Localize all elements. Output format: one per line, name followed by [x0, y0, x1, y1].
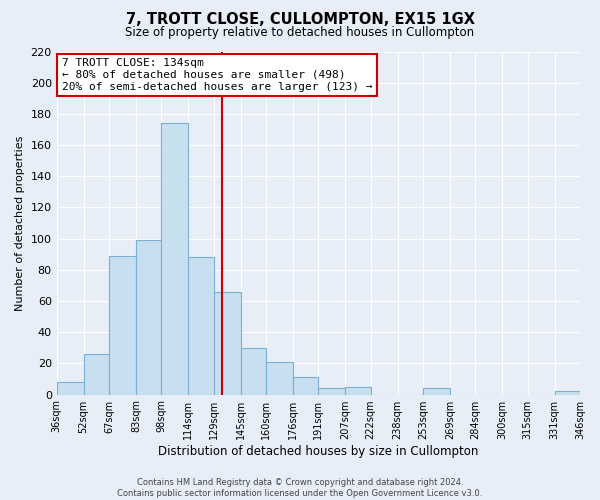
Bar — [188, 258, 214, 394]
Text: 7, TROTT CLOSE, CULLOMPTON, EX15 1GX: 7, TROTT CLOSE, CULLOMPTON, EX15 1GX — [125, 12, 475, 28]
Bar — [109, 256, 136, 394]
Bar — [136, 240, 161, 394]
Bar — [214, 292, 241, 395]
Bar — [241, 348, 266, 395]
Bar — [83, 354, 109, 395]
Bar — [346, 387, 371, 394]
Bar — [56, 382, 83, 394]
Bar — [293, 378, 319, 394]
Bar — [423, 388, 450, 394]
Text: 7 TROTT CLOSE: 134sqm
← 80% of detached houses are smaller (498)
20% of semi-det: 7 TROTT CLOSE: 134sqm ← 80% of detached … — [62, 58, 373, 92]
X-axis label: Distribution of detached houses by size in Cullompton: Distribution of detached houses by size … — [158, 444, 479, 458]
Bar — [266, 362, 293, 394]
Bar — [554, 392, 580, 394]
Bar — [161, 123, 188, 394]
Text: Size of property relative to detached houses in Cullompton: Size of property relative to detached ho… — [125, 26, 475, 39]
Text: Contains HM Land Registry data © Crown copyright and database right 2024.
Contai: Contains HM Land Registry data © Crown c… — [118, 478, 482, 498]
Y-axis label: Number of detached properties: Number of detached properties — [15, 136, 25, 310]
Bar — [319, 388, 346, 394]
